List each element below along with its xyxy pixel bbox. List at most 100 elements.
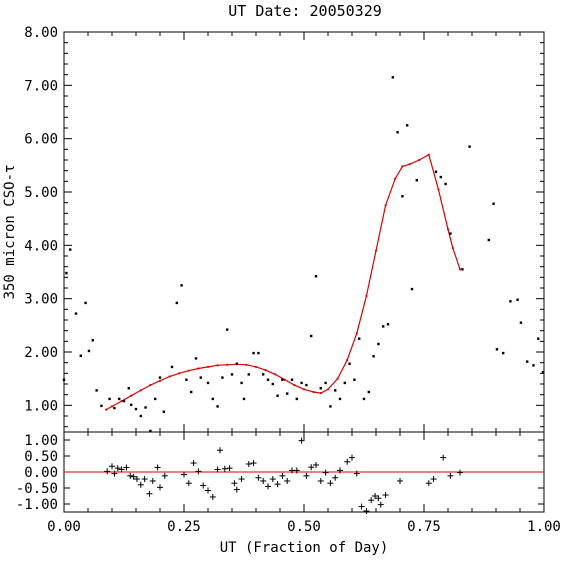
data-point: [495, 348, 499, 351]
data-point: [113, 406, 116, 410]
fit-point: [149, 383, 152, 387]
data-point: [240, 381, 243, 385]
fit-point: [274, 373, 277, 376]
fit-point: [302, 388, 306, 391]
y-tick-label: 8.00: [24, 25, 58, 41]
y-axis-label: 350 micron CSO-τ: [2, 165, 18, 300]
data-point: [334, 389, 337, 392]
residual-point: [298, 437, 305, 444]
residual-point: [332, 474, 339, 481]
residual-point: [195, 468, 202, 475]
residual-point: [161, 472, 168, 479]
data-point: [230, 373, 234, 376]
fit-point: [355, 332, 358, 335]
tau-data-points: [62, 76, 545, 433]
data-point: [79, 354, 82, 357]
data-point: [439, 175, 442, 179]
fit-point: [446, 228, 450, 231]
residual-point: [430, 476, 437, 483]
x-tick-label: 0.00: [47, 519, 81, 535]
data-point: [537, 337, 540, 340]
data-point: [319, 387, 322, 390]
data-point: [134, 407, 138, 411]
data-point: [226, 328, 229, 331]
data-point: [252, 351, 255, 355]
data-point: [108, 397, 111, 401]
residual-point: [127, 472, 134, 479]
residual-point: [457, 469, 463, 476]
data-point: [343, 381, 346, 385]
residual-point: [130, 473, 137, 480]
data-point: [468, 145, 471, 148]
residual-point: [425, 480, 432, 487]
data-point: [122, 399, 126, 403]
residual-point: [337, 467, 343, 474]
data-point: [541, 371, 545, 374]
residual-point: [231, 480, 238, 487]
data-point: [199, 376, 202, 379]
data-point: [329, 405, 332, 408]
fit-point: [110, 405, 114, 408]
y-tick-label: 7.00: [24, 78, 58, 94]
residual-point: [274, 481, 281, 488]
data-point: [367, 390, 370, 394]
residual-data-points: [104, 437, 463, 515]
fit-point: [178, 372, 181, 375]
residual-point: [157, 484, 163, 491]
y-tick-label: 6.00: [24, 132, 58, 148]
fit-point: [216, 364, 219, 367]
residual-point: [344, 458, 351, 465]
residual-point: [363, 508, 370, 515]
fit-point: [120, 399, 123, 403]
residual-point: [327, 480, 334, 487]
residual-point: [440, 454, 447, 461]
data-point: [185, 378, 188, 381]
data-point: [235, 362, 238, 365]
data-point: [130, 403, 133, 406]
residual-point: [141, 476, 148, 483]
data-point: [305, 383, 308, 387]
data-point: [91, 339, 94, 342]
residual-point: [313, 461, 319, 468]
data-point: [211, 397, 214, 401]
residual-point: [349, 454, 355, 461]
data-point: [221, 376, 224, 379]
fit-point: [451, 246, 454, 250]
residual-point: [377, 501, 384, 508]
residual-point: [397, 477, 403, 484]
data-point: [377, 342, 380, 346]
fit-point: [394, 177, 397, 180]
fit-point: [158, 379, 162, 382]
residual-point: [137, 481, 144, 488]
residual-point: [190, 460, 197, 467]
data-point: [401, 195, 404, 198]
y-tick-label: 5.00: [24, 185, 58, 201]
residual-point: [447, 472, 454, 479]
residual-point: [149, 477, 156, 484]
fit-point: [283, 378, 286, 381]
residual-point: [185, 480, 192, 487]
data-point: [175, 301, 178, 305]
residual-point: [104, 468, 111, 475]
chart-title: UT Date: 20050329: [228, 2, 382, 20]
data-point: [492, 202, 495, 205]
top-panel-frame: [63, 31, 545, 433]
fit-point: [319, 391, 322, 395]
residual-point: [265, 483, 271, 490]
fit-point: [130, 394, 133, 397]
fit-point: [427, 153, 430, 156]
data-point: [434, 170, 438, 173]
fit-point: [418, 158, 421, 162]
fit-point: [437, 188, 440, 191]
y-tick-label: 3.00: [24, 292, 58, 308]
fit-point: [312, 390, 315, 394]
data-point: [144, 406, 147, 409]
residual-point: [322, 469, 329, 476]
residual-point: [372, 493, 379, 499]
data-point: [358, 337, 361, 340]
fit-point: [187, 369, 190, 372]
residual-point: [293, 467, 300, 474]
bottom-panel-ticks: 1.000.500.00-0.50-1.00: [16, 433, 544, 513]
residual-y-tick-label: -0.50: [16, 481, 58, 497]
